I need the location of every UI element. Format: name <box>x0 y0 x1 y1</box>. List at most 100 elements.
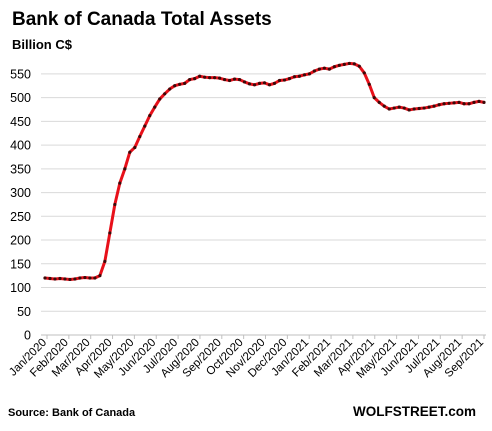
data-point <box>93 276 97 280</box>
data-point <box>262 81 267 85</box>
data-point <box>327 67 331 71</box>
data-point <box>362 71 366 75</box>
series-line <box>43 61 486 281</box>
data-point <box>173 84 177 88</box>
data-point <box>108 231 112 235</box>
source-note: Source: Bank of Canada <box>8 407 136 419</box>
data-point <box>287 77 292 81</box>
data-point <box>442 102 446 106</box>
data-point <box>407 108 411 112</box>
data-point <box>292 75 297 79</box>
data-point <box>227 78 232 83</box>
data-point <box>133 145 137 150</box>
brand-watermark: WOLFSTREET.com <box>353 404 476 419</box>
y-tick-label: 50 <box>17 305 31 319</box>
data-point <box>352 62 356 66</box>
y-tick-label: 250 <box>10 210 31 224</box>
y-tick-label: 550 <box>10 67 31 81</box>
data-point <box>88 276 92 280</box>
data-point <box>302 73 307 77</box>
data-point <box>477 99 481 104</box>
y-axis-ticks: 0 50 100 150 200 250 300 350 400 450 500 550 <box>10 67 31 342</box>
data-point <box>48 276 52 281</box>
data-point <box>128 150 132 154</box>
gridlines <box>41 73 486 336</box>
data-point <box>232 77 237 81</box>
data-point <box>222 77 227 82</box>
data-point <box>237 77 242 82</box>
y-tick-label: 100 <box>10 281 31 295</box>
data-point <box>43 276 47 280</box>
data-point <box>297 74 302 78</box>
data-point <box>198 74 202 78</box>
data-point <box>347 61 351 66</box>
data-point <box>392 106 396 110</box>
data-point <box>382 104 386 108</box>
data-point <box>113 202 117 207</box>
data-point <box>417 106 421 111</box>
data-point <box>73 277 77 281</box>
data-point <box>462 102 466 106</box>
data-point <box>412 107 416 111</box>
data-point <box>317 67 321 71</box>
data-point <box>247 82 252 86</box>
y-tick-label: 150 <box>10 257 31 271</box>
data-point <box>342 62 346 66</box>
data-point <box>83 275 87 280</box>
data-point <box>68 277 72 282</box>
y-tick-label: 300 <box>10 186 31 200</box>
x-axis-ticks: Jan/2020Feb/2020Mar/2020Apr/2020May/2020… <box>7 335 486 381</box>
series-total-assets <box>43 61 486 282</box>
data-point <box>432 104 436 108</box>
y-tick-label: 350 <box>10 162 31 176</box>
data-point <box>387 107 391 111</box>
data-point <box>367 82 371 86</box>
data-point <box>168 87 172 91</box>
data-point <box>372 96 376 100</box>
data-point <box>447 101 451 105</box>
y-tick-label: 400 <box>10 139 31 153</box>
data-point <box>58 276 62 281</box>
data-point <box>272 81 277 85</box>
y-tick-label: 500 <box>10 91 31 105</box>
data-point <box>218 76 222 80</box>
data-point <box>467 102 471 106</box>
data-point <box>337 63 341 67</box>
data-point <box>163 92 167 96</box>
data-point <box>482 100 486 104</box>
data-point <box>183 81 187 85</box>
data-point <box>282 78 287 82</box>
data-point <box>213 76 217 80</box>
data-point <box>148 114 152 118</box>
data-point <box>193 77 197 81</box>
data-point <box>267 83 272 87</box>
data-point <box>457 100 461 104</box>
data-point <box>252 83 257 87</box>
y-tick-label: 0 <box>24 329 31 343</box>
data-point <box>143 124 147 128</box>
data-point <box>357 64 361 68</box>
data-point <box>402 106 406 110</box>
data-point <box>397 105 401 109</box>
data-point <box>103 259 107 264</box>
data-point <box>158 97 162 101</box>
data-point <box>472 100 476 104</box>
data-point <box>257 81 262 85</box>
chart-title: Bank of Canada Total Assets <box>12 9 272 30</box>
data-point <box>437 103 441 107</box>
data-point <box>208 76 212 80</box>
data-point <box>277 78 282 83</box>
data-point <box>312 69 316 73</box>
data-point <box>153 105 157 109</box>
data-point <box>332 65 336 69</box>
data-point <box>452 101 456 105</box>
data-point <box>123 167 127 171</box>
data-point <box>118 181 122 185</box>
y-tick-label: 450 <box>10 115 31 129</box>
data-point <box>322 66 326 70</box>
data-point <box>188 77 192 82</box>
data-point <box>63 277 67 281</box>
data-point <box>98 274 102 278</box>
y-tick-label: 200 <box>10 234 31 248</box>
